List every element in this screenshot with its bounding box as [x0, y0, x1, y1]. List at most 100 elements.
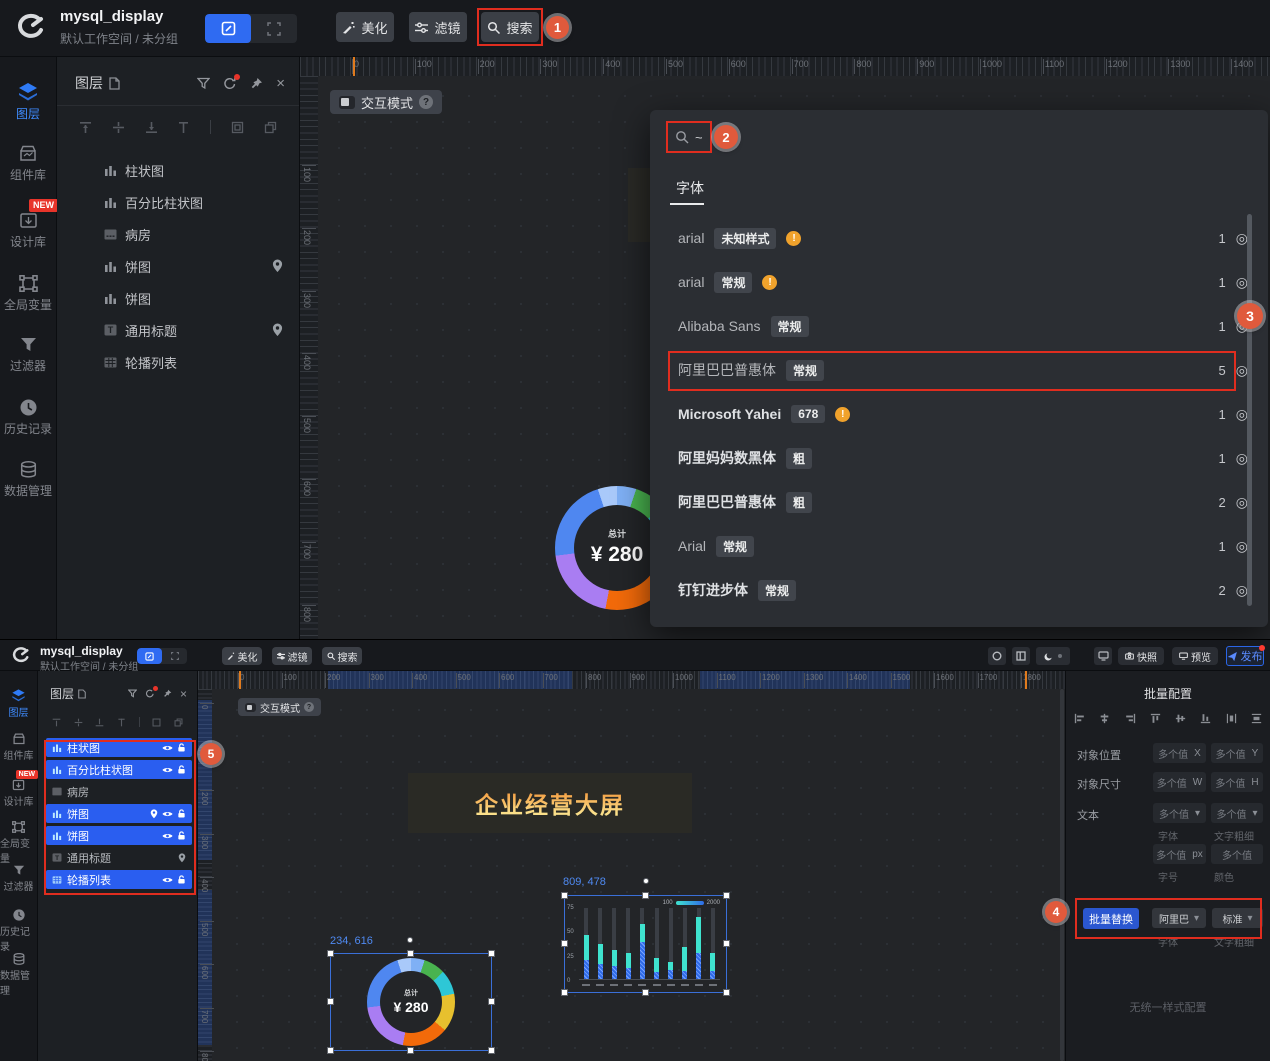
canvas-scrollbar[interactable] — [1060, 689, 1064, 1061]
lock-icon[interactable] — [177, 831, 186, 840]
edit-mode-toggle[interactable] — [137, 648, 187, 664]
eye-icon[interactable] — [162, 744, 173, 752]
locate-target-icon[interactable]: ◎ — [1235, 229, 1248, 246]
group-icon[interactable] — [152, 718, 161, 727]
align-text-icon[interactable] — [177, 121, 190, 134]
locate-target-icon[interactable]: ◎ — [1235, 273, 1248, 290]
interaction-mode-toggle[interactable]: 交互模式 ? — [330, 90, 443, 114]
layer-row-carousel[interactable]: 轮播列表 — [57, 346, 299, 378]
preview-button[interactable]: 预览 — [1172, 647, 1218, 665]
height-field[interactable]: 多个值 H — [1211, 772, 1263, 792]
font-row[interactable]: Alibaba Sans 常规 1 ◎ — [650, 304, 1268, 348]
ungroup-icon[interactable] — [264, 121, 277, 134]
beautify-button[interactable]: 美化 — [222, 647, 262, 665]
align-top-icon[interactable] — [1150, 713, 1161, 724]
interaction-toggle-switch[interactable] — [245, 702, 256, 712]
layer-row-percent-bar-selected[interactable]: 百分比柱状图 — [46, 760, 192, 779]
font-row[interactable]: 钉钉进步体 常规 2 ◎ — [650, 568, 1268, 612]
top-canvas[interactable]: 0 100 200 300 400 500 600 700 800 900 1000 1100 1200… — [300, 57, 1270, 639]
edit-mode-icon[interactable] — [205, 14, 251, 43]
distribute-v-icon[interactable] — [1251, 713, 1262, 724]
locate-target-icon[interactable]: ◎ — [1235, 581, 1248, 598]
scrollbar-thumb[interactable] — [1247, 214, 1252, 606]
search-input[interactable]: ~ — [668, 123, 710, 151]
layer-row-pie-1-selected[interactable]: 饼图 — [46, 804, 192, 823]
lock-icon[interactable] — [177, 765, 186, 774]
location-pin-icon[interactable] — [272, 259, 283, 273]
eye-icon[interactable] — [162, 876, 173, 884]
locate-target-icon[interactable]: ◎ — [1235, 537, 1248, 554]
distribute-h-icon[interactable] — [1226, 713, 1237, 724]
beautify-button[interactable]: 美化 — [336, 12, 394, 42]
tab-fonts[interactable]: 字体 — [676, 180, 704, 196]
layer-row-bar-chart[interactable]: 柱状图 — [57, 154, 299, 186]
align-middle-icon[interactable] — [112, 121, 125, 134]
sidebar-item-filters[interactable]: 过滤器 — [0, 337, 56, 374]
layer-row-pie-2-selected[interactable]: 饼图 — [46, 826, 192, 845]
eye-icon[interactable] — [162, 766, 173, 774]
bar-selection-frame[interactable]: 100 2000 75 50 25 0 — [561, 892, 730, 996]
font-row[interactable]: arial 未知样式 ! 1 ◎ — [650, 216, 1268, 260]
sidebar-item-layers[interactable]: 图层 — [0, 689, 37, 719]
sidebar-item-history[interactable]: 历史记录 — [0, 399, 56, 437]
help-icon[interactable]: ? — [304, 702, 314, 712]
filter-button[interactable]: 滤镜 — [272, 647, 312, 665]
sidebar-item-history[interactable]: 历史记录 — [0, 909, 37, 953]
pan-mode-icon[interactable] — [251, 14, 297, 43]
locate-target-icon[interactable]: ◎ — [1235, 405, 1248, 422]
locate-target-icon[interactable]: ◎ — [1235, 361, 1248, 378]
rotate-handle[interactable] — [407, 937, 413, 943]
layer-filter-icon[interactable] — [127, 689, 137, 698]
align-bottom-icon[interactable] — [1200, 713, 1211, 724]
theme-toggle[interactable] — [1036, 647, 1070, 665]
align-center-h-icon[interactable] — [1099, 713, 1110, 724]
donut-selection-frame[interactable] — [327, 950, 495, 1054]
location-pin-icon[interactable] — [150, 808, 158, 819]
sidebar-item-design-library[interactable]: NEW 设计库 — [0, 199, 58, 250]
locate-target-icon[interactable]: ◎ — [1235, 449, 1248, 466]
align-top-icon[interactable] — [79, 121, 92, 134]
interaction-mode-toggle[interactable]: 交互模式 ? — [238, 698, 321, 716]
font-family-select[interactable]: 多个值 ▾ — [1153, 803, 1206, 823]
font-row-highlighted[interactable]: 阿里巴巴普惠体 常规 5 ◎ — [650, 348, 1268, 392]
sidebar-item-layers[interactable]: 图层 — [0, 83, 56, 122]
position-x-field[interactable]: 多个值 X — [1153, 743, 1206, 763]
bottom-canvas[interactable]: 0 100 200 300 400 500 600 700 800 900 1000 1100 1200… — [198, 671, 1065, 1061]
sidebar-item-data[interactable]: 数据管理 — [0, 461, 56, 499]
eye-icon[interactable] — [162, 810, 173, 818]
align-left-icon[interactable] — [1074, 713, 1085, 724]
align-bottom-icon[interactable] — [145, 121, 158, 134]
sidebar-item-design-library[interactable]: NEW 设计库 — [0, 770, 38, 808]
search-button[interactable]: 搜索 — [322, 647, 362, 665]
close-icon[interactable]: × — [276, 74, 285, 92]
layer-row-percent-bar[interactable]: 百分比柱状图 — [57, 186, 299, 218]
sidebar-item-components[interactable]: 组件库 — [0, 733, 37, 762]
layer-refresh-icon[interactable] — [145, 686, 158, 698]
align-text-icon[interactable] — [117, 718, 126, 727]
font-row[interactable]: Arial 常规 1 ◎ — [650, 524, 1268, 568]
layer-row-pie-1[interactable]: 饼图 — [57, 250, 299, 282]
color-field[interactable]: 多个值 — [1211, 844, 1263, 864]
close-icon[interactable]: × — [179, 686, 187, 701]
font-row[interactable]: 阿里妈妈数黑体 粗 1 ◎ — [650, 436, 1268, 480]
sidebar-item-components[interactable]: 组件库 — [0, 145, 56, 183]
width-field[interactable]: 多个值 W — [1153, 772, 1206, 792]
align-bottom-icon[interactable] — [95, 718, 104, 727]
font-weight-select[interactable]: 多个值 ▾ — [1211, 803, 1263, 823]
group-icon[interactable] — [231, 121, 244, 134]
align-middle-v-icon[interactable] — [1175, 713, 1186, 724]
layer-row-ward[interactable]: 病房 — [46, 782, 192, 801]
layer-pin-icon[interactable] — [163, 689, 172, 698]
lock-icon[interactable] — [177, 809, 186, 818]
position-y-field[interactable]: 多个值 Y — [1211, 743, 1263, 763]
locate-target-icon[interactable]: ◎ — [1235, 493, 1248, 510]
publish-button[interactable]: 发布 — [1226, 645, 1265, 666]
batch-font-dropdown[interactable]: 阿里巴 ▾ — [1152, 908, 1206, 928]
sidebar-item-filters[interactable]: 过滤器 — [0, 865, 37, 893]
sidebar-item-global-vars[interactable]: 全局变量 — [0, 275, 56, 313]
monitor-icon[interactable] — [1094, 647, 1112, 665]
batch-replace-button[interactable]: 批量替换 — [1083, 908, 1139, 929]
sidebar-item-global-vars[interactable]: 全局变量 — [0, 821, 37, 865]
edit-mode-toggle[interactable] — [205, 14, 297, 43]
layer-row-ward[interactable]: 病房 — [57, 218, 299, 250]
